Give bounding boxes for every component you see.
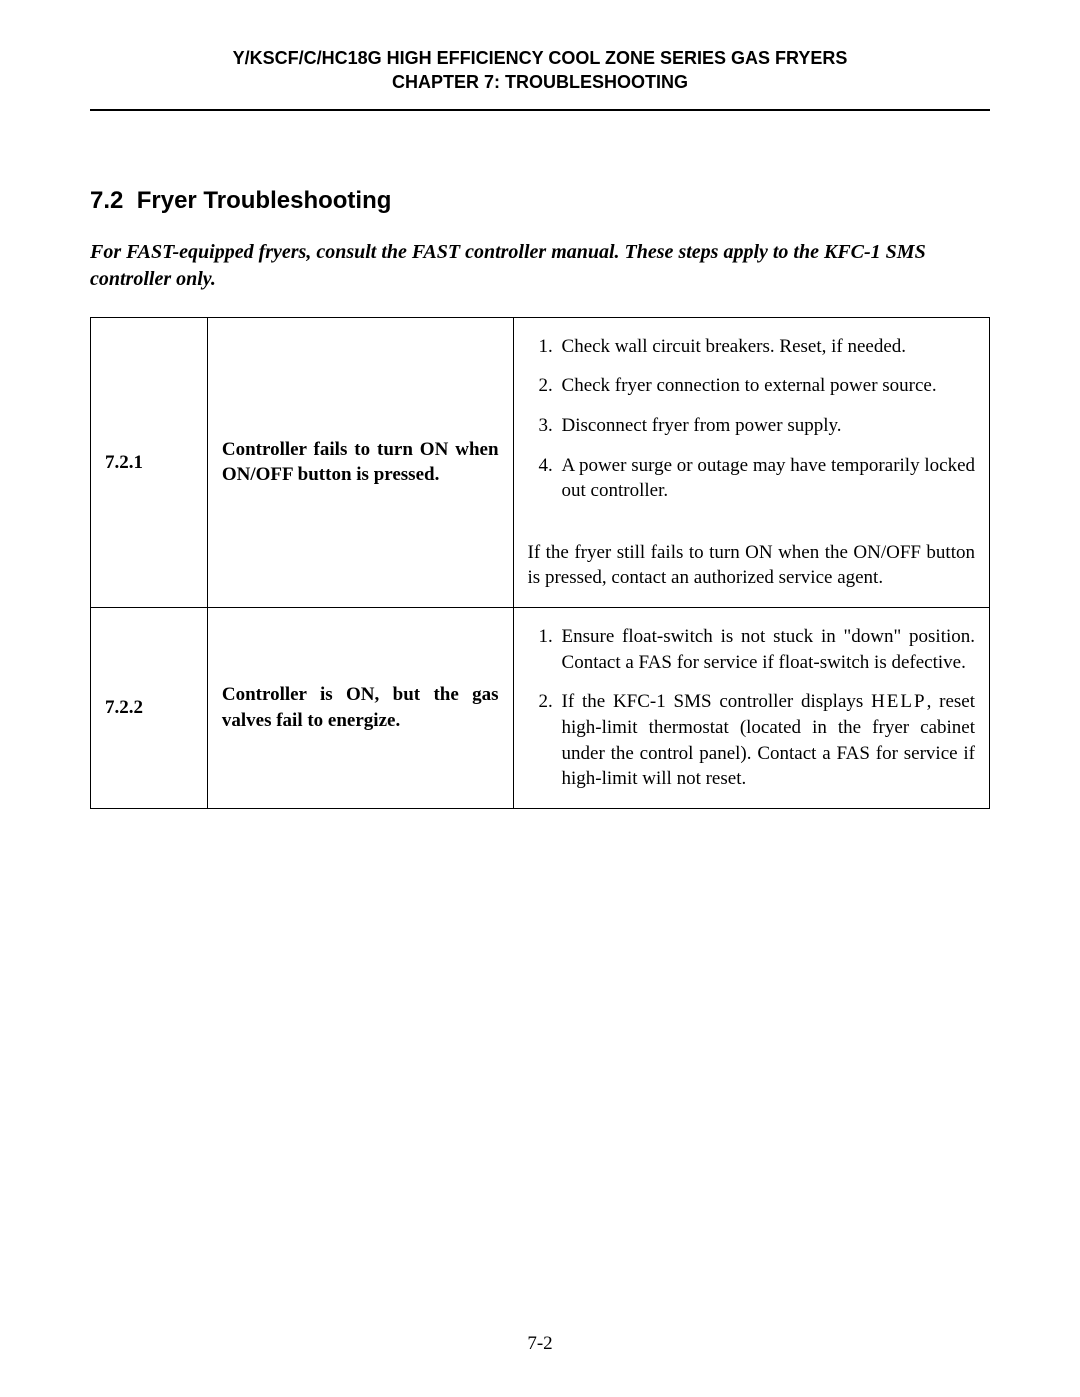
step: Check fryer connection to external power… — [558, 373, 975, 399]
row-number: 7.2.2 — [91, 608, 208, 809]
step: If the KFC-1 SMS controller displays HEL… — [558, 689, 975, 792]
row-number: 7.2.1 — [91, 317, 208, 607]
step: Check wall circuit breakers. Reset, if n… — [558, 334, 975, 360]
section-title: 7.2 Fryer Troubleshooting — [90, 187, 990, 215]
step: Disconnect fryer from power supply. — [558, 413, 975, 439]
after-note: If the fryer still fails to turn ON when… — [528, 540, 975, 591]
row-solution-after: If the fryer still fails to turn ON when… — [513, 520, 989, 608]
step-text-a: If the KFC-1 SMS controller displays — [562, 691, 872, 712]
page-header: Y/KSCF/C/HC18G HIGH EFFICIENCY COOL ZONE… — [90, 46, 990, 95]
header-line-1: Y/KSCF/C/HC18G HIGH EFFICIENCY COOL ZONE… — [90, 46, 990, 70]
header-line-2: CHAPTER 7: TROUBLESHOOTING — [90, 70, 990, 94]
table-row: 7.2.2 Controller is ON, but the gas valv… — [91, 608, 990, 809]
steps-list: Check wall circuit breakers. Reset, if n… — [528, 334, 975, 504]
row-problem: Controller fails to turn ON when ON/OFF … — [207, 317, 513, 607]
row-solution: Check wall circuit breakers. Reset, if n… — [513, 317, 989, 520]
intro-note: For FAST-equipped fryers, consult the FA… — [90, 239, 990, 293]
page: Y/KSCF/C/HC18G HIGH EFFICIENCY COOL ZONE… — [0, 0, 1080, 1397]
section-number: 7.2 — [90, 187, 123, 214]
step: Ensure float-switch is not stuck in "dow… — [558, 624, 975, 675]
table-row: 7.2.1 Controller fails to turn ON when O… — [91, 317, 990, 520]
row-problem: Controller is ON, but the gas valves fai… — [207, 608, 513, 809]
header-rule — [90, 109, 990, 111]
help-code: HELP — [871, 691, 927, 712]
step: A power surge or outage may have tempora… — [558, 453, 975, 504]
troubleshooting-table: 7.2.1 Controller fails to turn ON when O… — [90, 317, 990, 809]
page-number: 7-2 — [0, 1333, 1080, 1355]
section-heading: Fryer Troubleshooting — [137, 187, 392, 214]
row-solution: Ensure float-switch is not stuck in "dow… — [513, 608, 989, 809]
steps-list: Ensure float-switch is not stuck in "dow… — [528, 624, 975, 792]
